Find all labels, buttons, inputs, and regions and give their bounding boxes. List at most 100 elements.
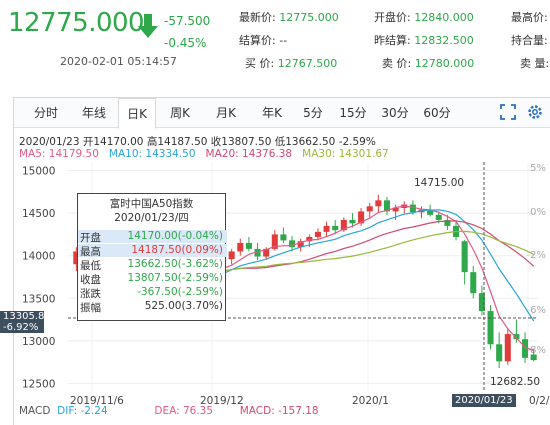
candle-body [332,225,339,231]
min-price-label: 12682.50 [490,376,540,388]
candle-body [271,234,278,249]
tab-weekly-k[interactable]: 周K [170,106,190,120]
crosshair-price-label: 13305.8 [0,311,44,322]
candle-body [444,219,451,226]
candlestick-chart[interactable]: 15000 14500 14000 13500 13000 12500 5% 0% -2% -6%… [0,160,550,425]
price-tick-label: 13500 [22,293,55,305]
field-ask-volume: 卖 量: [520,57,550,70]
candle-body [470,272,477,294]
candle-body [513,334,520,340]
candle-body [280,234,287,241]
crosshair-pct-label: -6.92% [0,322,44,333]
ma-info-row: MA5: 14179.50 MA10: 14334.50 MA20: 14376… [19,148,389,160]
last-price: 12775.000 [8,8,145,38]
candle-body [349,219,356,224]
candle-body [496,344,503,362]
candle-body [504,334,511,362]
pct-tick-label: 5% [530,163,546,174]
price-tick-label: 14000 [22,251,55,263]
field-open: 开盘价: 12840.000 [374,11,474,24]
candle-body [73,251,80,265]
field-ask: 卖 价: 12780.000 [382,57,475,70]
tab-5min[interactable]: 5分 [303,106,323,120]
change-percent: -0.45% [164,36,207,50]
change-block: -57.500 -0.45% [164,10,210,54]
pct-tick-label: 0% [530,207,546,218]
ma20-label: MA20: 14376.38 [205,148,293,160]
change-value: -57.500 [164,14,211,28]
tooltip-date: 2020/01/23/四 [114,212,189,224]
candle-body [427,209,434,215]
tab-year-line[interactable]: 年线 [81,106,106,120]
max-price-label: 14715.00 [414,177,464,189]
tooltip-title: 富时中国A50指数 [109,198,194,210]
ma5-label: MA5: 14179.50 [19,148,99,160]
candle-body [530,354,537,361]
price-tick-label: 13000 [22,336,55,348]
date-tick-label: 2020/1 [352,395,389,407]
crosshair-date-label: 2020/01/23 [452,394,516,407]
tooltip-row-open: 开盘 14170.00(-0.04%) [78,230,227,244]
macd-dif: DIF: -2.24 [57,405,108,417]
candle-body [435,214,442,220]
macd-row: MACD DIF: -2.24 DEA: 76.35 MACD: -157.18 [19,405,319,417]
ma10-label: MA10: 14334.50 [108,148,196,160]
quote-time: 2020-02-01 05:14:57 [60,55,177,68]
tab-daily-k[interactable]: 日K [118,98,156,129]
price-tick-label: 15000 [22,166,55,178]
candle-body [461,241,468,273]
date-tick-label: 2019/12 [200,395,244,407]
fullscreen-icon[interactable] [500,104,516,120]
candle-body [245,242,252,249]
price-tick-label: 14500 [22,208,55,220]
candle-body [228,251,235,260]
tooltip-row-high: 最高 14187.50(0.09%) [78,244,227,258]
candle-body [306,236,313,242]
candle-body [383,200,391,212]
tooltip-row-close: 收盘 13807.50(-2.59%) [80,272,223,286]
candle-body [478,293,485,312]
pct-tick-label: -6% [527,305,546,316]
date-tick-label: 0/2/1 [529,395,550,407]
tab-30min[interactable]: 30分 [381,106,409,120]
candle-body [409,204,416,213]
candle-body [297,241,304,248]
field-bid: 买 价: 12767.500 [245,57,338,70]
tooltip-row-amplitude: 振幅 525.00(3.70%) [80,300,223,314]
price-tick-label: 12500 [22,378,55,390]
candle-body [323,225,330,232]
pct-tick-label: -8% [527,345,546,356]
candle-body [314,231,321,237]
candle-body [254,248,261,257]
candle-body [375,200,382,207]
candle-body [358,211,365,224]
field-last: 最新价: 12775.000 [239,11,339,24]
ma30-label: MA30: 14301.67 [302,148,389,160]
candle-body [392,208,399,212]
down-arrow-icon [138,14,158,38]
field-prev-settle: 昨结算: 12832.500 [374,34,474,47]
candle-body [522,339,529,358]
pct-tick-label: -2% [527,250,546,261]
tab-intraday[interactable]: 分时 [33,106,58,120]
candle-body [289,240,296,248]
period-tabs: 分时 年线 日K 周K 月K 年K 5分 15分 30分 60分 [14,98,550,129]
macd-value: MACD: -157.18 [239,405,319,417]
field-open-interest: 持合量: [511,34,548,47]
candle-body [263,248,270,257]
settings-icon[interactable] [527,104,543,120]
tab-60min[interactable]: 60分 [423,106,451,120]
tab-yearly-k[interactable]: 年K [262,106,282,120]
ohlc-info-row: 2020/01/23 开14170.00 高14187.50 收13807.50… [19,136,376,148]
candle-body [237,242,244,252]
tooltip-row-low: 最低 13662.50(-3.62%) [80,258,223,272]
tab-15min[interactable]: 15分 [339,106,367,120]
ohlc-tooltip: 富时中国A50指数 2020/01/23/四 开盘 14170.00(-0.04%… [77,193,227,321]
date-tick-label: 2019/11/6 [70,395,124,407]
tab-monthly-k[interactable]: 月K [216,106,236,120]
candle-body [366,206,373,212]
field-settle: 结算价: -- [239,34,288,47]
macd-dea: DEA: 76.35 [154,405,214,417]
field-high: 最高价: [511,11,548,24]
